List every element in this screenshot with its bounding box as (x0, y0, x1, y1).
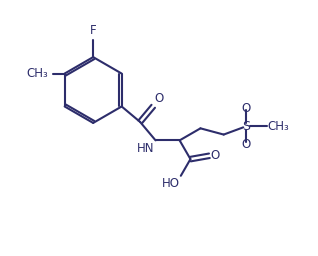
Text: HN: HN (137, 142, 154, 155)
Text: O: O (155, 92, 164, 105)
Text: O: O (242, 138, 251, 151)
Text: O: O (211, 149, 220, 162)
Text: CH₃: CH₃ (268, 120, 290, 133)
Text: F: F (90, 24, 96, 37)
Text: HO: HO (162, 177, 180, 190)
Text: S: S (242, 120, 250, 133)
Text: CH₃: CH₃ (26, 67, 48, 80)
Text: O: O (242, 102, 251, 115)
